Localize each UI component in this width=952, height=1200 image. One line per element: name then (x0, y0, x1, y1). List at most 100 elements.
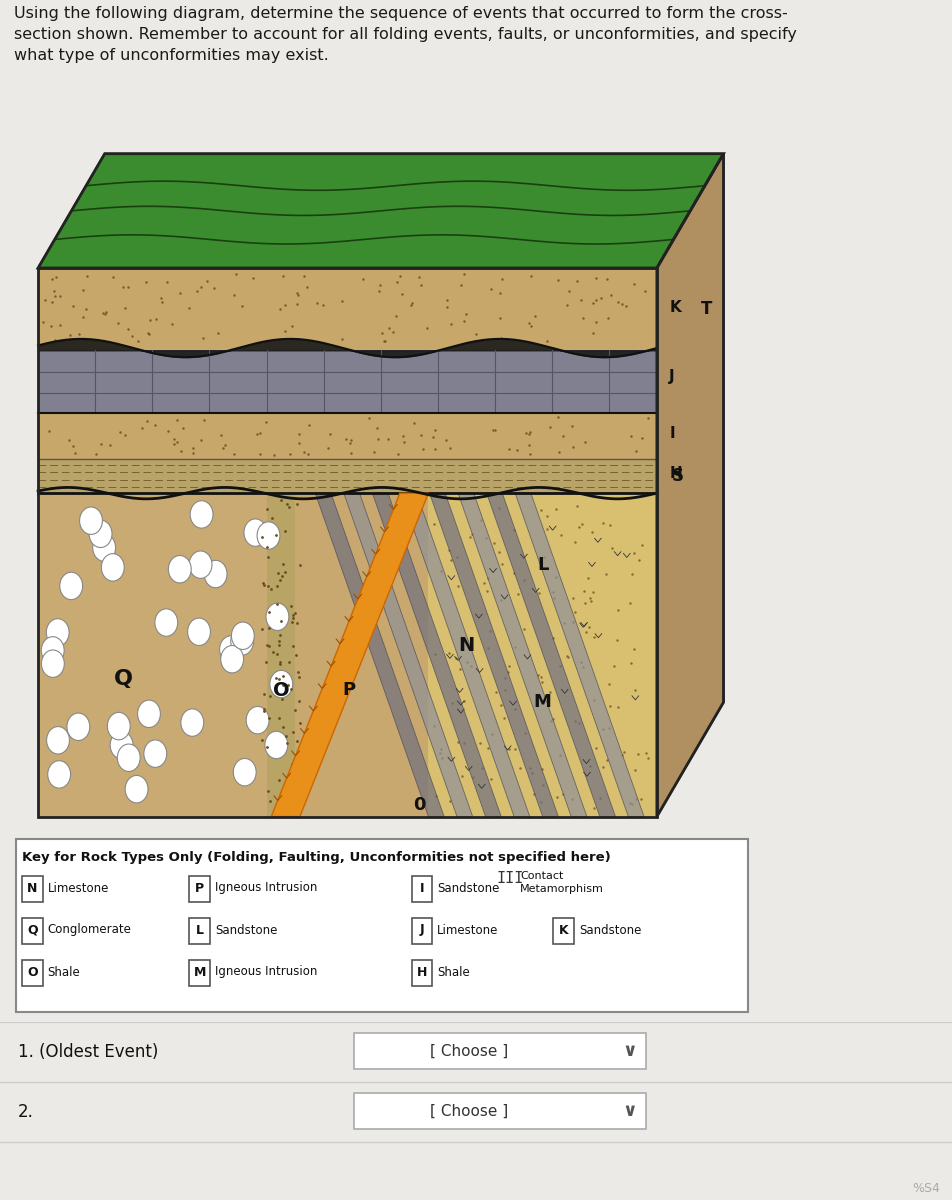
Polygon shape (271, 493, 428, 816)
Circle shape (41, 637, 64, 664)
Circle shape (266, 604, 288, 630)
Text: Contact
Metamorphism: Contact Metamorphism (521, 871, 605, 894)
Polygon shape (401, 493, 529, 816)
Bar (411, 918, 432, 944)
Circle shape (144, 740, 167, 767)
Circle shape (230, 628, 253, 655)
Circle shape (125, 775, 148, 803)
Bar (189, 960, 210, 986)
Text: P: P (195, 882, 205, 894)
Text: L: L (196, 924, 204, 936)
Circle shape (265, 731, 288, 758)
Text: N: N (27, 882, 37, 894)
Circle shape (80, 508, 103, 534)
Circle shape (47, 619, 69, 646)
Circle shape (101, 553, 124, 581)
Circle shape (190, 500, 213, 528)
Text: J: J (420, 924, 425, 936)
Polygon shape (267, 493, 295, 816)
Circle shape (110, 732, 133, 758)
Circle shape (42, 650, 65, 677)
Circle shape (155, 608, 178, 636)
Bar (411, 876, 432, 902)
Bar (22, 876, 43, 902)
Text: K: K (559, 924, 568, 936)
Bar (22, 960, 43, 986)
Text: Key for Rock Types Only (Folding, Faulting, Unconformities not specified here): Key for Rock Types Only (Folding, Faulti… (22, 851, 610, 864)
Bar (189, 876, 210, 902)
Polygon shape (515, 493, 644, 816)
Text: [ Choose ]: [ Choose ] (430, 1104, 508, 1118)
Text: Limestone: Limestone (437, 924, 499, 936)
Circle shape (247, 707, 269, 734)
Circle shape (181, 709, 204, 737)
Circle shape (189, 551, 212, 578)
Circle shape (67, 713, 89, 740)
Text: P: P (343, 680, 356, 698)
Text: O: O (272, 682, 289, 701)
Circle shape (60, 572, 83, 600)
Circle shape (47, 726, 69, 754)
Circle shape (233, 758, 256, 786)
Text: [ Choose ]: [ Choose ] (430, 1044, 508, 1058)
Circle shape (48, 761, 70, 788)
Text: T: T (701, 300, 712, 318)
Polygon shape (38, 268, 657, 816)
Polygon shape (38, 413, 657, 458)
Text: Sandstone: Sandstone (579, 924, 642, 936)
Text: Limestone: Limestone (48, 882, 109, 894)
Polygon shape (38, 154, 724, 268)
Circle shape (188, 618, 210, 646)
Text: Q: Q (27, 924, 37, 936)
Text: %S4: %S4 (912, 1182, 940, 1194)
FancyBboxPatch shape (354, 1033, 646, 1069)
Polygon shape (344, 493, 472, 816)
Circle shape (204, 560, 227, 588)
Text: Conglomerate: Conglomerate (48, 924, 131, 936)
Text: Q: Q (114, 670, 133, 690)
Text: III: III (497, 871, 524, 886)
Text: M: M (193, 966, 206, 978)
Text: Sandstone: Sandstone (215, 924, 277, 936)
Circle shape (137, 700, 160, 727)
Text: ∨: ∨ (623, 1043, 637, 1061)
Circle shape (117, 744, 140, 772)
Text: J: J (669, 370, 675, 384)
Text: I: I (669, 426, 675, 442)
Circle shape (257, 522, 280, 550)
Text: L: L (537, 556, 548, 574)
Text: 1. (Oldest Event): 1. (Oldest Event) (18, 1043, 158, 1061)
FancyBboxPatch shape (16, 839, 748, 1012)
FancyBboxPatch shape (354, 1093, 646, 1129)
Circle shape (169, 556, 191, 583)
Text: N: N (458, 636, 475, 655)
Text: Shale: Shale (437, 966, 470, 978)
Text: M: M (534, 694, 551, 712)
Polygon shape (486, 493, 615, 816)
Circle shape (221, 646, 244, 673)
Polygon shape (38, 268, 657, 348)
Polygon shape (315, 493, 444, 816)
Text: 2.: 2. (18, 1103, 34, 1121)
Polygon shape (657, 154, 724, 816)
Polygon shape (38, 458, 657, 493)
Circle shape (108, 713, 130, 740)
Circle shape (89, 520, 112, 547)
Text: Sandstone: Sandstone (437, 882, 500, 894)
Circle shape (244, 518, 267, 546)
Circle shape (220, 636, 243, 664)
Polygon shape (372, 493, 501, 816)
Bar (22, 918, 43, 944)
Polygon shape (428, 493, 657, 816)
Text: ∨: ∨ (623, 1102, 637, 1121)
Text: K: K (669, 300, 681, 316)
Text: S: S (672, 467, 684, 485)
Bar (189, 918, 210, 944)
Text: O: O (27, 966, 37, 978)
Text: Igneous Intrusion: Igneous Intrusion (215, 882, 317, 894)
Text: Shale: Shale (48, 966, 80, 978)
Polygon shape (458, 493, 586, 816)
Text: Igneous Intrusion: Igneous Intrusion (215, 966, 317, 978)
Text: 0: 0 (412, 796, 426, 814)
Circle shape (269, 671, 292, 697)
